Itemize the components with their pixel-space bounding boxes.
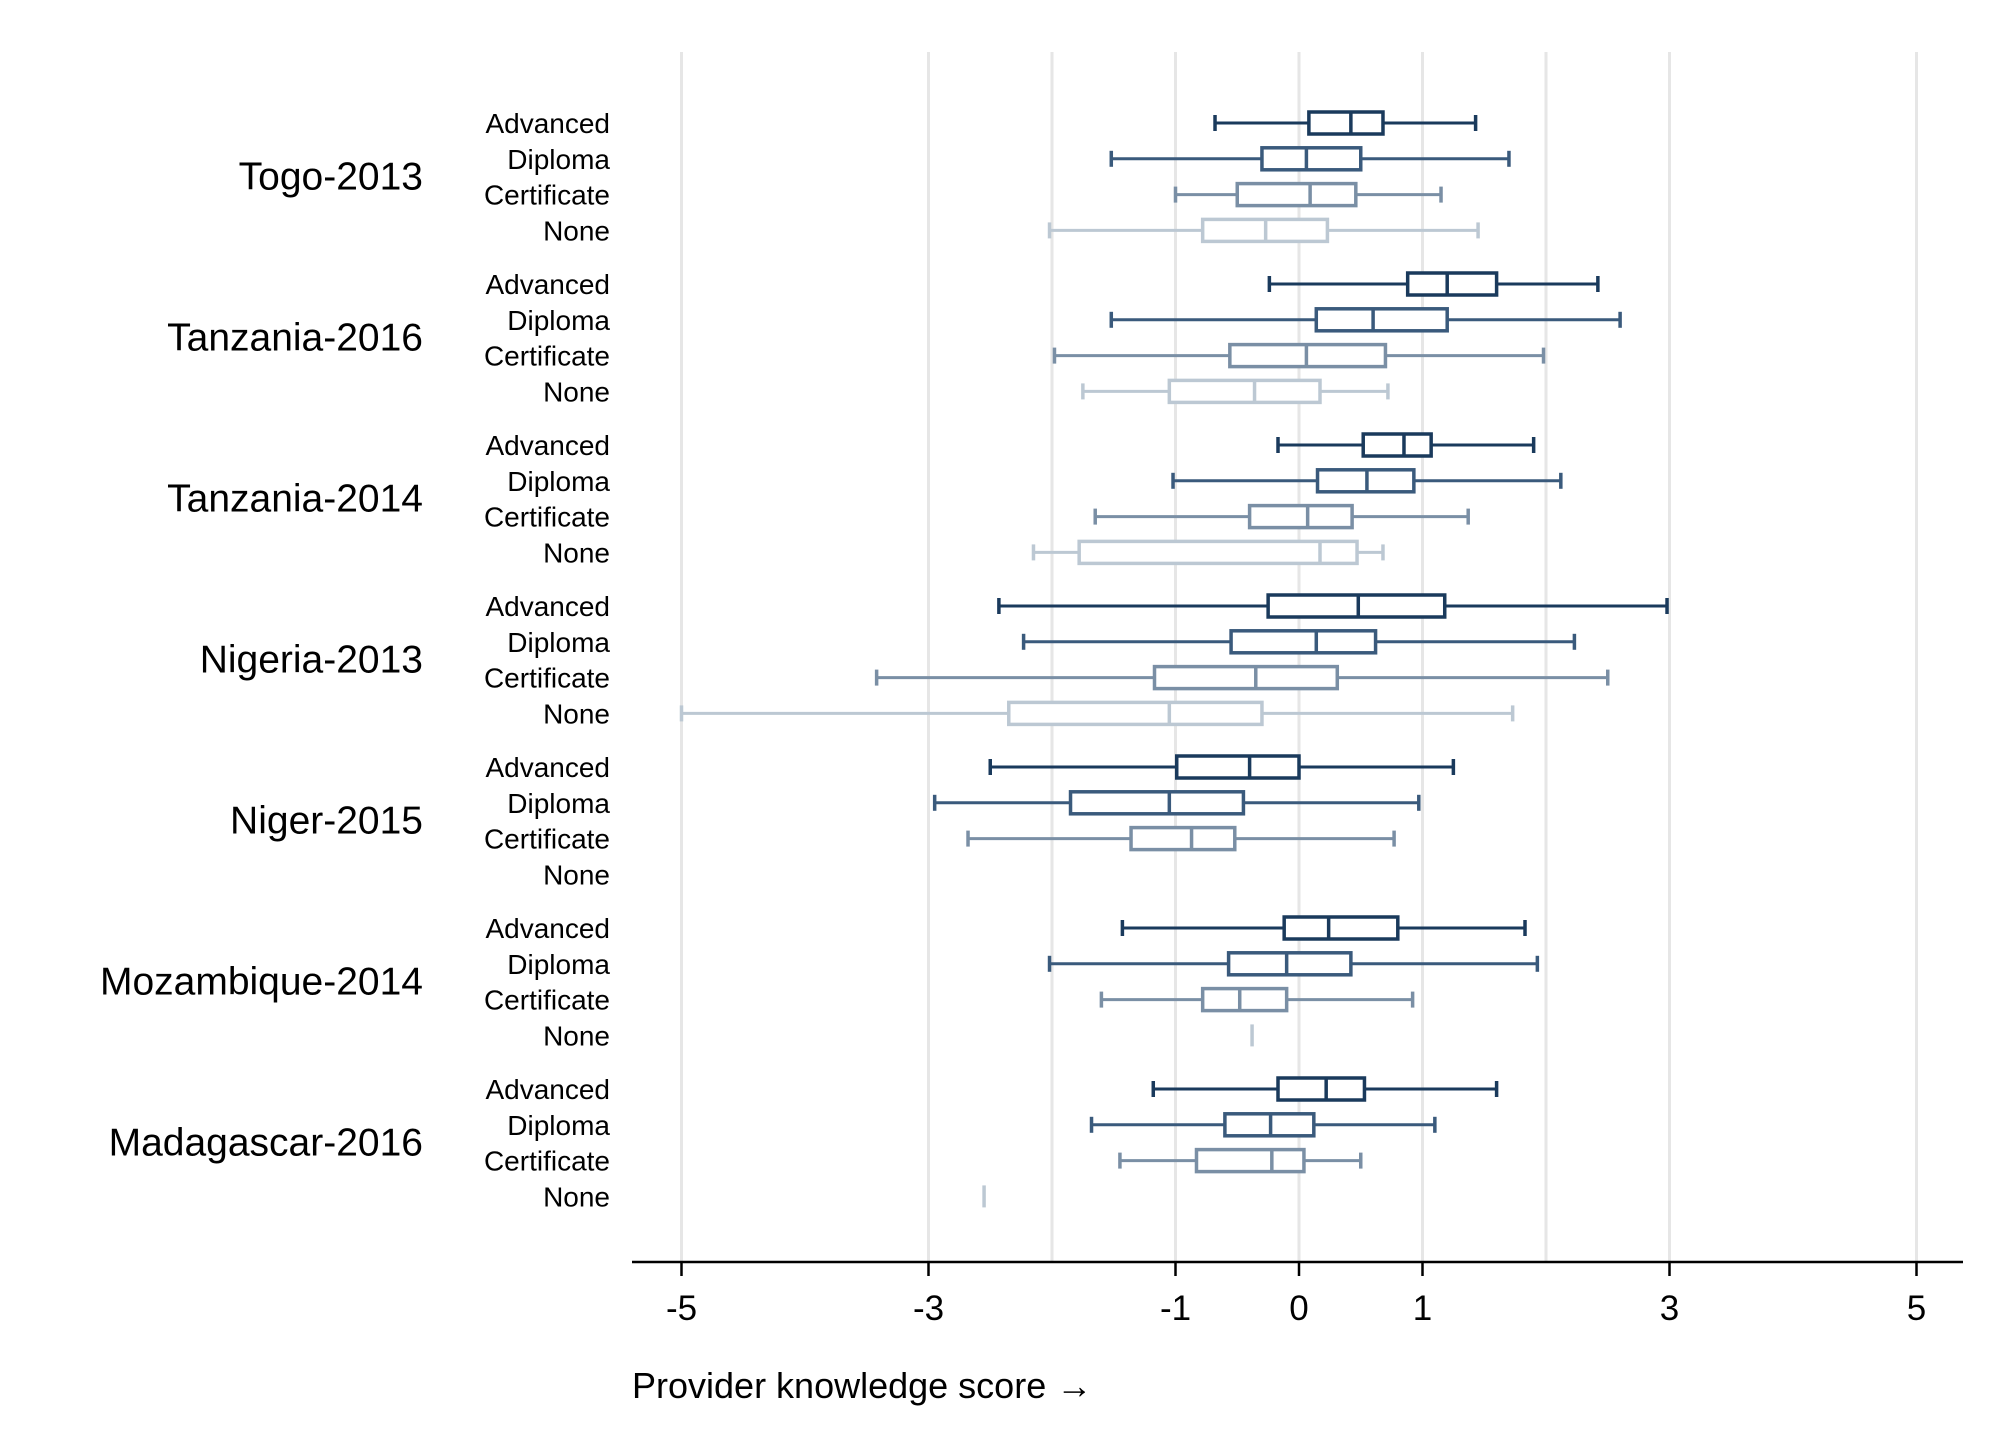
iqr-box [1194,1147,1306,1174]
category-label: Certificate [484,985,610,1016]
box-advanced [1213,110,1478,136]
category-label: None [543,376,610,407]
box-diploma [1047,951,1540,977]
box-none [679,700,1515,727]
category-label: None [543,537,610,568]
category-label: Certificate [484,502,610,533]
box-diploma [932,790,1421,816]
box-certificate [1099,986,1415,1013]
x-tick-label: 5 [1907,1289,1926,1328]
iqr-box [1405,271,1499,297]
box-advanced [1151,1076,1499,1102]
grid-layer [680,52,1918,1262]
x-axis-title: Provider knowledge score → [632,1365,1092,1406]
category-label: Diploma [507,144,610,175]
group-label: Nigeria-2013 [200,639,423,682]
group-labels: Togo-2013 Advanced Diploma Certificate None T… [100,108,610,1212]
x-tick-label: -3 [913,1289,944,1328]
iqr-box [1247,503,1354,530]
category-label: None [543,698,610,729]
iqr-box [1314,307,1449,333]
iqr-box [1226,951,1353,977]
iqr-box [1068,790,1246,816]
category-label: Advanced [485,752,610,783]
group-label: Togo-2013 [239,156,423,199]
category-label: Advanced [485,269,610,300]
category-label: Advanced [485,591,610,622]
box-none [1031,539,1385,566]
group-label: Mozambique-2014 [100,961,423,1004]
category-label: Advanced [485,108,610,139]
category-label: Diploma [507,305,610,336]
iqr-box [1077,539,1359,566]
category-label: Certificate [484,1146,610,1177]
box-certificate [1118,1147,1363,1174]
category-label: Certificate [484,180,610,211]
plot-area [679,110,1669,1208]
x-tick-label: 0 [1289,1289,1308,1328]
iqr-box [1007,700,1264,727]
iqr-box [1174,754,1301,780]
group-label: Niger-2015 [230,800,423,843]
category-label: Diploma [507,466,610,497]
iqr-box [1266,593,1447,619]
box-certificate [1093,503,1470,530]
iqr-box [1152,664,1340,691]
x-tick-label: -5 [666,1289,697,1328]
category-label: Diploma [507,627,610,658]
group-label: Tanzania-2014 [167,478,423,521]
category-label: Diploma [507,949,610,980]
iqr-box [1260,146,1363,172]
iqr-box [1200,986,1289,1013]
box-diploma [1171,468,1563,494]
box-diploma [1109,146,1511,172]
x-tick-label: -1 [1160,1289,1191,1328]
category-label: Diploma [507,1110,610,1141]
category-label: Advanced [485,1074,610,1105]
box-none [1047,217,1480,244]
box-advanced [988,754,1456,780]
box-certificate [1052,342,1546,369]
category-label: None [543,1020,610,1051]
iqr-box [1229,629,1378,655]
category-label: Certificate [484,824,610,855]
iqr-box [1167,378,1322,405]
group-label: Madagascar-2016 [109,1122,423,1165]
iqr-box [1282,915,1400,941]
iqr-box [1307,110,1385,136]
category-label: None [543,1181,610,1212]
box-none [1081,378,1390,405]
category-label: Certificate [484,663,610,694]
iqr-box [1129,825,1237,852]
box-diploma [1109,307,1622,333]
box-advanced [1276,432,1536,458]
x-axis: -5 -3 -1 0 1 3 5 [632,1260,1963,1328]
box-advanced [1120,915,1527,941]
iqr-box [1276,1076,1367,1102]
box-diploma [1021,629,1577,655]
group-label: Tanzania-2016 [167,317,423,360]
box-certificate [874,664,1610,691]
iqr-box [1235,181,1358,208]
category-label: None [543,215,610,246]
category-label: Advanced [485,430,610,461]
x-tick-label: 1 [1413,1289,1432,1328]
box-certificate [966,825,1396,852]
category-label: Diploma [507,788,610,819]
iqr-box [1361,432,1433,458]
x-tick-label: 3 [1660,1289,1679,1328]
box-diploma [1089,1112,1437,1138]
category-label: Advanced [485,913,610,944]
box-advanced [1267,271,1600,297]
category-label: Certificate [484,341,610,372]
box-certificate [1173,181,1443,208]
box-advanced [997,593,1669,619]
category-label: None [543,859,610,890]
